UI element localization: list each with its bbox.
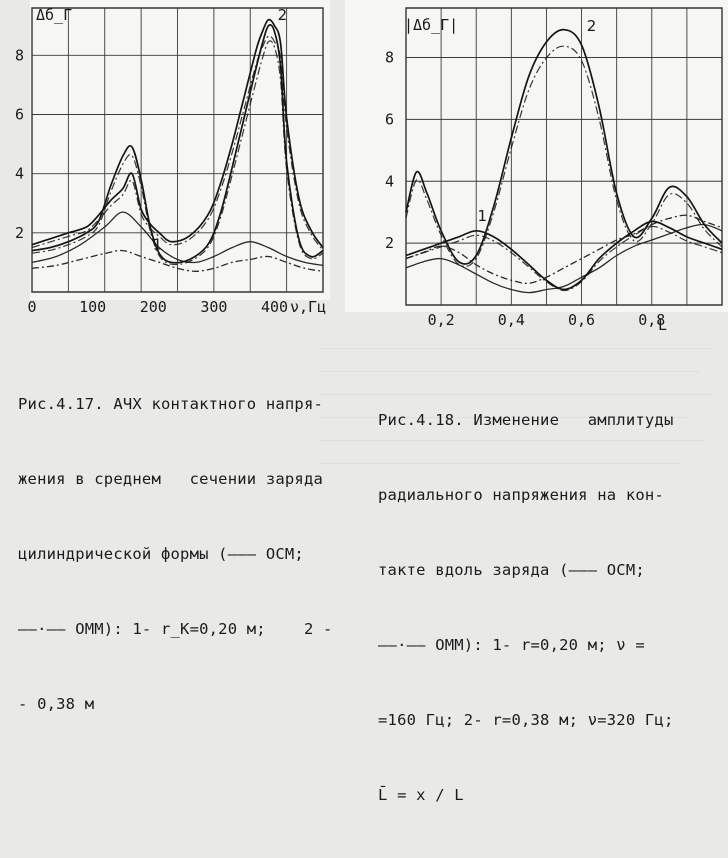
fig418-panel-bg xyxy=(345,0,728,312)
caption-line: ——·—— ОММ): 1- r_К=0,20 м; 2 - xyxy=(18,620,333,638)
fig417-series-1-line xyxy=(31,18,324,249)
fig417-series-label: 1 xyxy=(153,236,163,254)
fig417-x-axis-label: ν,Гц xyxy=(290,298,326,316)
caption-line: ——·—— ОММ): 1- r=0,20 м; ν = xyxy=(378,636,645,654)
fig418-series-2-line xyxy=(405,28,723,265)
fig418-series-2-dashed-line xyxy=(405,45,723,268)
caption-line: Рис.4.17. АЧХ контактного напря- xyxy=(18,395,324,413)
background-text-texture xyxy=(320,326,720,506)
caption-line: - 0,38 м xyxy=(18,695,95,713)
fig417-panel-bg xyxy=(30,0,330,300)
fig418-x-tick-label: 0,6 xyxy=(568,311,595,329)
fig418-series: 12 xyxy=(405,17,723,292)
fig417-series-2-dashed-line xyxy=(31,40,324,266)
figure-4-18-caption: Рис.4.18. Изменение амплитуды радиальног… xyxy=(378,358,723,858)
caption-line: цилиндрической формы (——— ОСМ; xyxy=(18,545,304,563)
fig418-x-tick-label: 0,4 xyxy=(498,311,525,329)
fig417-x-tick-label: 400 xyxy=(261,298,288,316)
fig417-x-tick-label: 100 xyxy=(79,298,106,316)
caption-line: радиального напряжения на кон- xyxy=(378,486,664,504)
figure-4-17-caption: Рис.4.17. АЧХ контактного напря- жения в… xyxy=(18,342,348,767)
fig417-y-axis-label: Δб_Г xyxy=(36,6,72,24)
caption-line: L̄ = x / L xyxy=(378,786,464,804)
fig418-y-tick-label: 4 xyxy=(385,172,394,190)
fig417-x-tick-label: 300 xyxy=(200,298,227,316)
fig418-x-tick-label: 0,2 xyxy=(428,311,455,329)
fig418-series-label: 1 xyxy=(477,207,487,225)
fig418-x-axis-label: L xyxy=(658,316,667,334)
fig417-series-2-line xyxy=(31,24,324,264)
fig418-series-label: 2 xyxy=(587,17,597,35)
caption-line: такте вдоль заряда (——— ОСМ; xyxy=(378,561,645,579)
fig418-y-tick-label: 6 xyxy=(385,110,394,128)
fig418-y-axis-label: |Δб_Г| xyxy=(404,16,458,34)
fig417-x-tick-label: 200 xyxy=(140,298,167,316)
caption-line: Рис.4.18. Изменение амплитуды xyxy=(378,411,674,429)
fig417-y-tick-label: 8 xyxy=(15,46,24,64)
caption-line: жения в среднем сечении заряда xyxy=(18,470,324,488)
fig417-y-tick-label: 4 xyxy=(15,165,24,183)
fig418-y-tick-label: 2 xyxy=(385,234,394,252)
fig418-tick-labels: 0,2 0,4 0,6 0,8 2 4 6 8 xyxy=(385,49,665,330)
fig418-series-1-line xyxy=(405,220,723,291)
fig417-y-tick-label: 6 xyxy=(15,106,24,124)
fig418-y-tick-label: 8 xyxy=(385,49,394,67)
fig418-lower-curve xyxy=(405,214,723,285)
fig418-series-1-dashed-line xyxy=(405,225,723,292)
fig417-series-label: 2 xyxy=(278,6,288,24)
fig417-tick-labels: 0 100 200 300 400 2 4 6 8 xyxy=(15,46,288,316)
fig417-x-tick-label: 0 xyxy=(27,298,36,316)
caption-line: =160 Гц; 2- r=0,38 м; ν=320 Гц; xyxy=(378,711,674,729)
fig417-lower-curve xyxy=(31,249,324,272)
fig417-series: 12 xyxy=(31,6,324,266)
fig417-y-tick-label: 2 xyxy=(15,224,24,242)
fig418-x-tick-label: 0,8 xyxy=(638,311,665,329)
